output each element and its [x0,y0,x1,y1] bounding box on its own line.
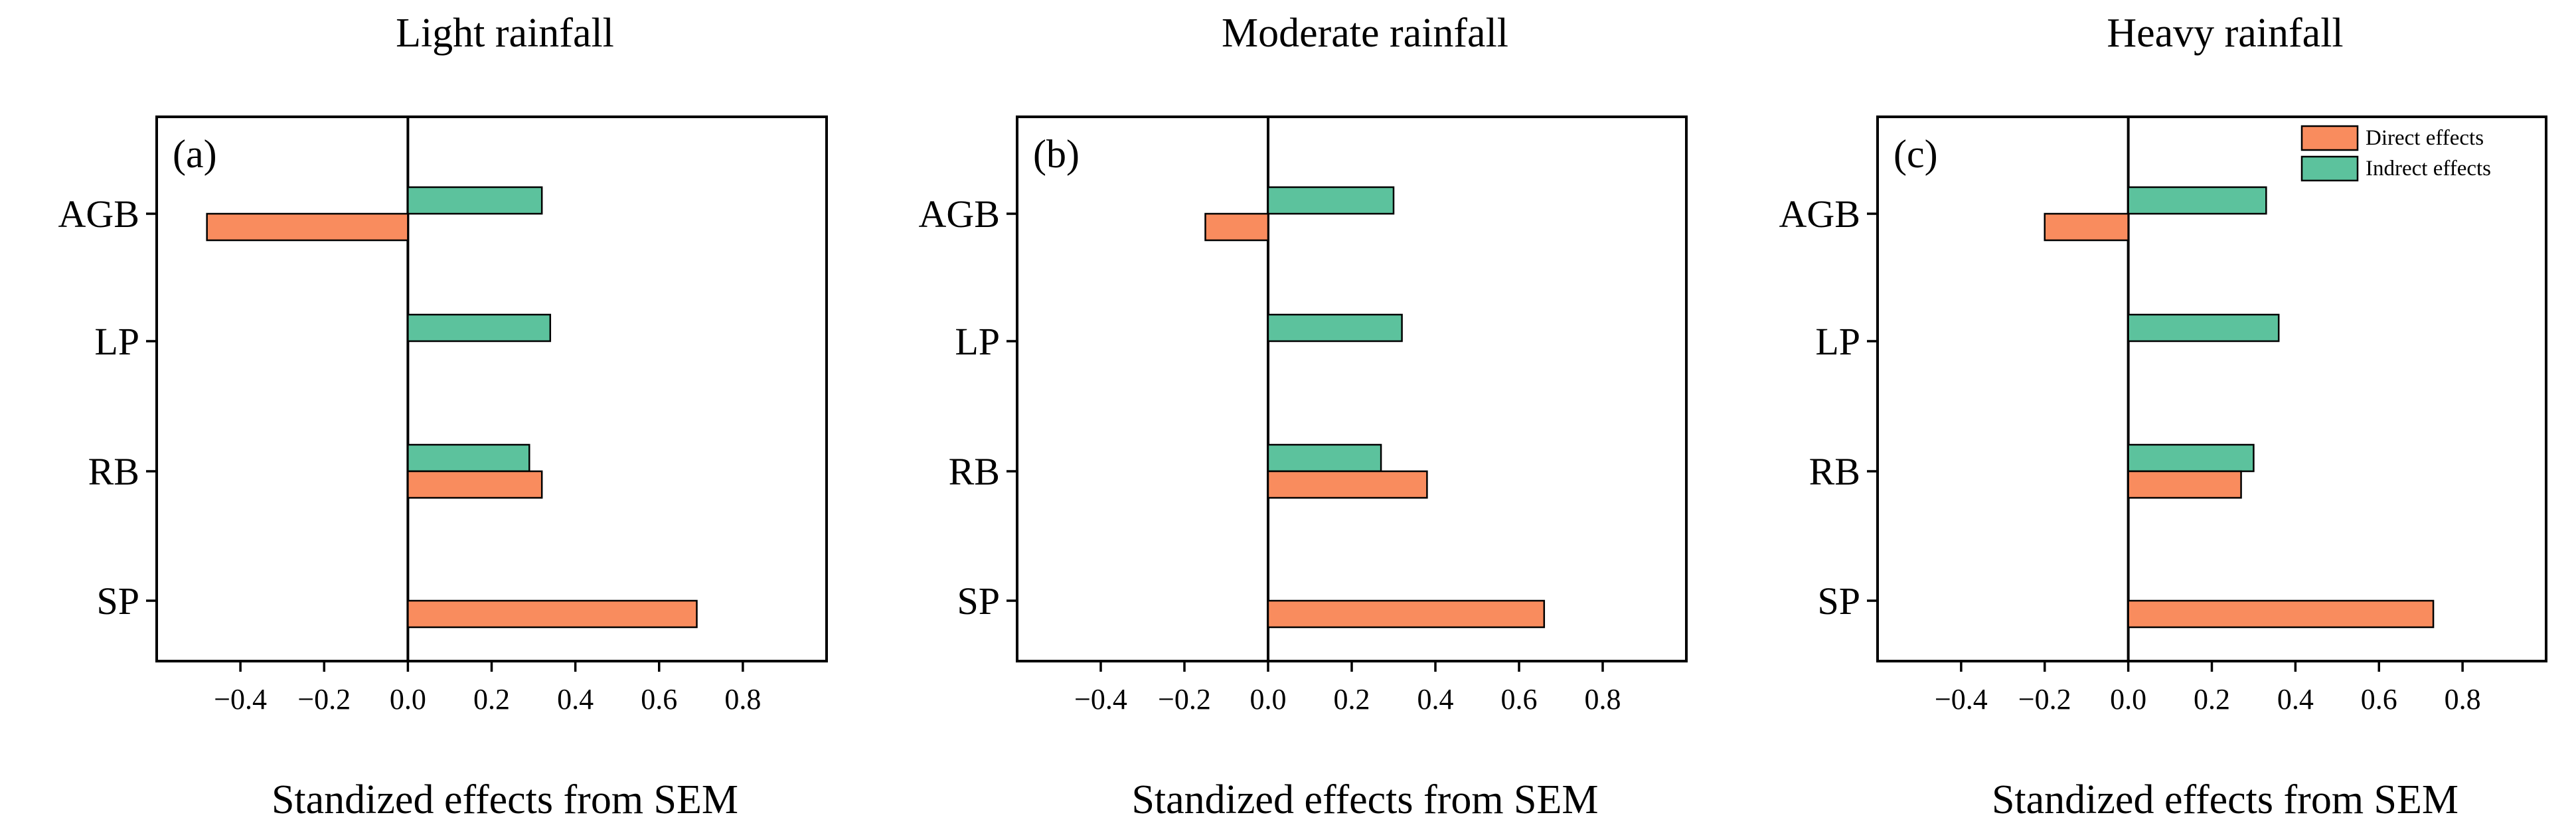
panel-c: Heavy rainfall (c) AGB LP RB SP −0.4 −0.2 0.0 0.2… [1779,11,2547,822]
x-tick-label: 0.6 [2361,683,2397,716]
direct-bar-agb [206,212,409,242]
panel-b: Moderate rainfall (b) AGB LP RB SP −0.4 −0.2 0.0… [919,11,1688,822]
y-tick-label: LP [955,320,1000,363]
legend-label-indirect: Indrect effects [2366,157,2491,181]
legend-label-direct: Direct effects [2366,126,2484,150]
panel-label: (a) [173,132,217,176]
direct-bar-sp [1267,599,1546,629]
x-tick-label: −0.4 [214,683,267,716]
x-tick-label: 0.6 [641,683,677,716]
indirect-bar-lp [2127,313,2280,343]
x-tick-label: −0.4 [1935,683,1988,716]
indirect-bar-agb [2127,186,2267,215]
x-tick-label: −0.2 [2018,683,2071,716]
y-tick-label: RB [88,450,139,493]
indirect-bar-lp [1267,313,1403,343]
indirect-bar-rb [1267,443,1382,473]
y-tick-label: AGB [58,192,139,236]
x-tick-label: 0.4 [1417,683,1454,716]
x-axis-label: Standized effects from SEM [272,777,738,822]
indirect-bar-rb [2127,443,2255,473]
direct-bar-sp [407,599,698,629]
panel-a: Light rainfall (a) AGB LP RB SP −0.4 −0.2 0.0 0.2… [58,11,828,822]
direct-bar-agb [1204,212,1269,242]
indirect-bar-agb [407,186,543,215]
y-tick-label: LP [1815,320,1860,363]
y-tick-label: SP [957,579,1000,623]
legend: Direct effects Indrect effects [2300,125,2491,182]
direct-bar-rb [1267,470,1428,499]
chart-title: Moderate rainfall [1222,11,1508,56]
x-axis-label: Standized effects from SEM [1131,777,1598,822]
x-axis-label: Standized effects from SEM [1992,777,2458,822]
chart-title: Light rainfall [396,11,614,56]
x-tick-label: 0.6 [1501,683,1538,716]
y-tick-label: SP [1817,579,1860,623]
x-tick-label: 0.8 [2445,683,2481,716]
y-tick-label: LP [94,320,139,363]
indirect-bar-rb [407,443,530,473]
x-tick-label: 0.8 [1585,683,1621,716]
direct-bar-sp [2127,599,2435,629]
x-tick-label: 0.4 [2277,683,2314,716]
y-tick-label: AGB [1779,192,1860,236]
legend-swatch-direct [2300,125,2359,151]
direct-bar-agb [2044,212,2129,242]
x-tick-label: −0.2 [1158,683,1211,716]
x-tick-label: −0.4 [1074,683,1127,716]
direct-bar-rb [407,470,543,499]
direct-bar-rb [2127,470,2242,499]
indirect-bar-agb [1267,186,1395,215]
indirect-bar-lp [407,313,552,343]
y-tick-label: RB [1809,450,1860,493]
x-tick-label: 0.2 [1334,683,1370,716]
legend-swatch-indirect [2300,155,2359,182]
x-tick-label: 0.4 [557,683,594,716]
y-tick-label: SP [96,579,139,623]
x-tick-label: 0.0 [2110,683,2146,716]
panel-label: (b) [1033,132,1080,176]
chart-title: Heavy rainfall [2107,11,2343,56]
x-tick-label: 0.0 [1250,683,1287,716]
y-tick-label: RB [949,450,1000,493]
x-tick-label: −0.2 [297,683,351,716]
x-tick-label: 0.2 [473,683,510,716]
x-tick-label: 0.2 [2194,683,2230,716]
x-tick-label: 0.0 [390,683,426,716]
x-tick-label: 0.8 [724,683,761,716]
panel-label: (c) [1893,132,1938,176]
y-tick-label: AGB [919,192,1000,236]
